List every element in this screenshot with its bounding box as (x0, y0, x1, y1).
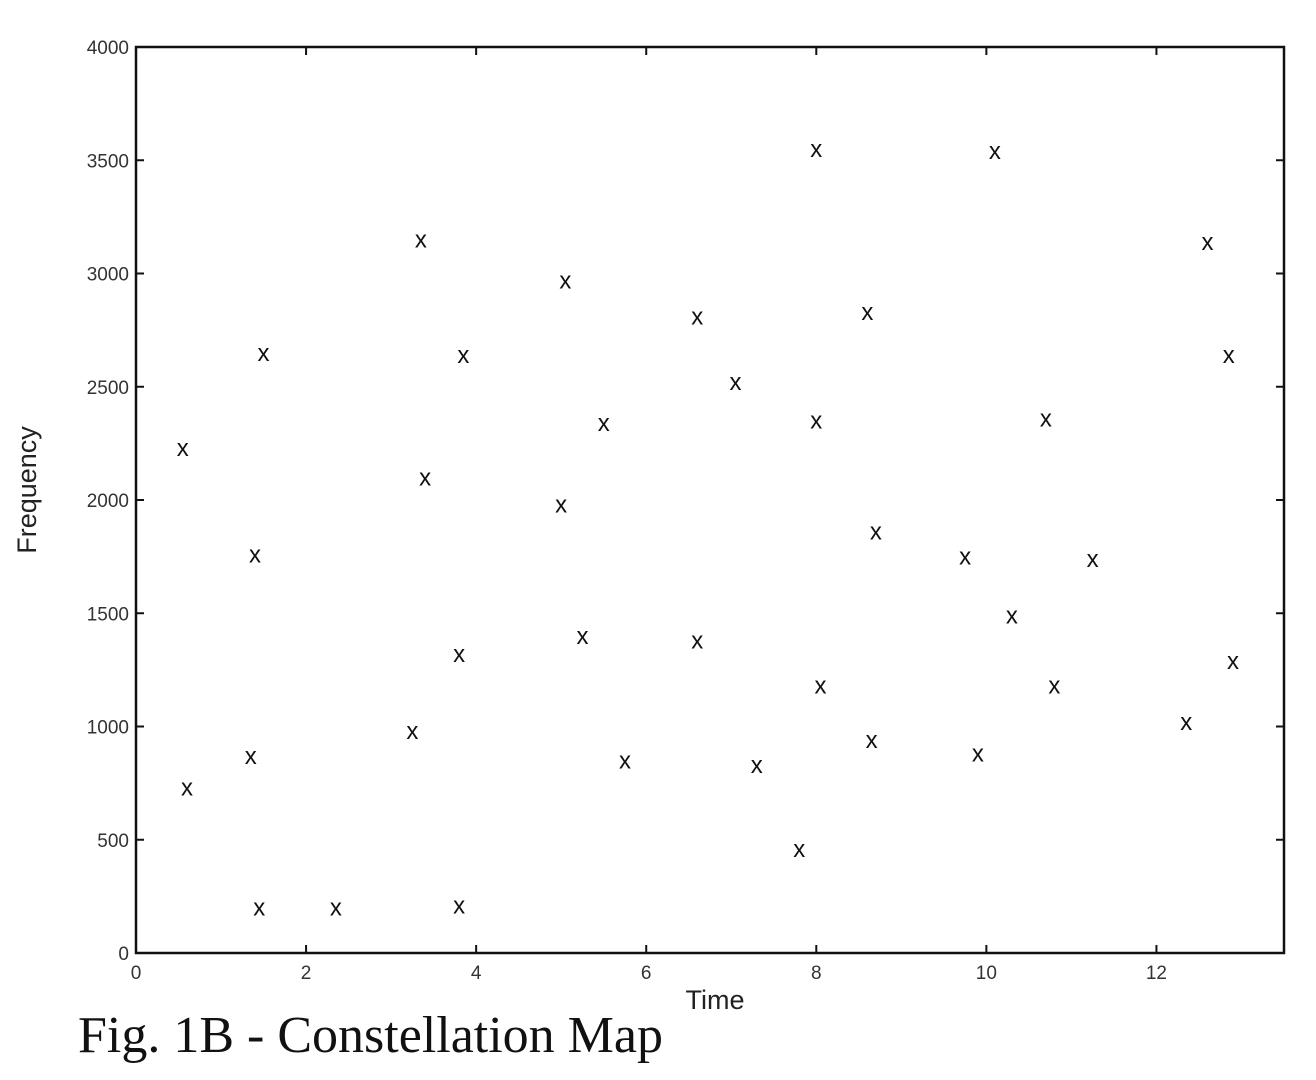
data-point-30: x (972, 741, 984, 768)
x-tick-label: 2 (301, 963, 312, 984)
data-point-34: x (1048, 673, 1060, 700)
data-point-22: x (793, 836, 805, 863)
data-point-35: x (1087, 546, 1099, 573)
x-tick-labels: 0 2 4 6 8 10 12 (131, 963, 1167, 984)
data-point-36: x (1180, 709, 1192, 736)
data-point-23: x (810, 136, 822, 163)
y-tick-label: 500 (97, 831, 129, 852)
y-tick-label: 4000 (87, 38, 129, 59)
data-point-2: x (245, 743, 257, 770)
data-point-21: x (751, 752, 763, 779)
data-point-29: x (959, 544, 971, 571)
data-point-0: x (177, 435, 189, 462)
plot-frame (134, 45, 1286, 955)
data-point-39: x (1227, 648, 1239, 675)
y-tick-label: 3500 (87, 151, 129, 172)
x-tick-label: 10 (976, 963, 997, 984)
x-tick-label: 4 (471, 963, 482, 984)
tick-marks (135, 46, 1284, 954)
x-tick-label: 6 (641, 963, 652, 984)
data-points: x x x x x x x x x x x x x x x x x x x x x x x x x x x x x x x x x x x x x x x x (177, 136, 1239, 922)
constellation-scatter-chart: 0 2 4 6 8 10 12 0 500 1000 1500 2000 2500 3000 3500 40… (12, 38, 1286, 1010)
x-tick-label: 12 (1146, 963, 1167, 984)
data-point-1: x (181, 775, 193, 802)
data-point-16: x (598, 410, 610, 437)
x-axis-label: Time (686, 985, 745, 1010)
data-point-10: x (453, 641, 465, 668)
y-axis-label: Frequency (12, 426, 42, 554)
data-point-19: x (691, 304, 703, 331)
data-point-12: x (457, 342, 469, 369)
y-tick-labels: 0 500 1000 1500 2000 2500 3000 3500 4000 (87, 38, 129, 965)
data-point-24: x (810, 408, 822, 435)
data-point-32: x (1006, 603, 1018, 630)
figure-caption: Fig. 1B - Constellation Map (78, 1007, 663, 1064)
data-point-27: x (866, 727, 878, 754)
data-point-14: x (559, 267, 571, 294)
data-point-28: x (870, 519, 882, 546)
data-point-6: x (330, 895, 342, 922)
data-point-3: x (249, 541, 261, 568)
data-point-15: x (576, 623, 588, 650)
y-tick-label: 0 (118, 944, 129, 965)
data-point-33: x (1040, 405, 1052, 432)
y-tick-label: 3000 (87, 265, 129, 286)
data-point-18: x (691, 627, 703, 654)
data-point-17: x (619, 747, 631, 774)
data-point-38: x (1223, 342, 1235, 369)
x-tick-label: 8 (811, 963, 822, 984)
data-point-11: x (453, 892, 465, 919)
data-point-26: x (861, 299, 873, 326)
data-point-5: x (258, 340, 270, 367)
data-point-25: x (815, 673, 827, 700)
data-point-31: x (989, 138, 1001, 165)
y-tick-label: 1000 (87, 718, 129, 739)
data-point-7: x (406, 718, 418, 745)
y-tick-label: 2500 (87, 378, 129, 399)
y-tick-label: 1500 (87, 604, 129, 625)
y-tick-label: 2000 (87, 491, 129, 512)
data-point-8: x (415, 227, 427, 254)
data-point-13: x (555, 492, 567, 519)
data-point-4: x (253, 895, 265, 922)
data-point-9: x (419, 464, 431, 491)
x-tick-label: 0 (131, 963, 142, 984)
data-point-37: x (1201, 229, 1213, 256)
data-point-20: x (730, 369, 742, 396)
